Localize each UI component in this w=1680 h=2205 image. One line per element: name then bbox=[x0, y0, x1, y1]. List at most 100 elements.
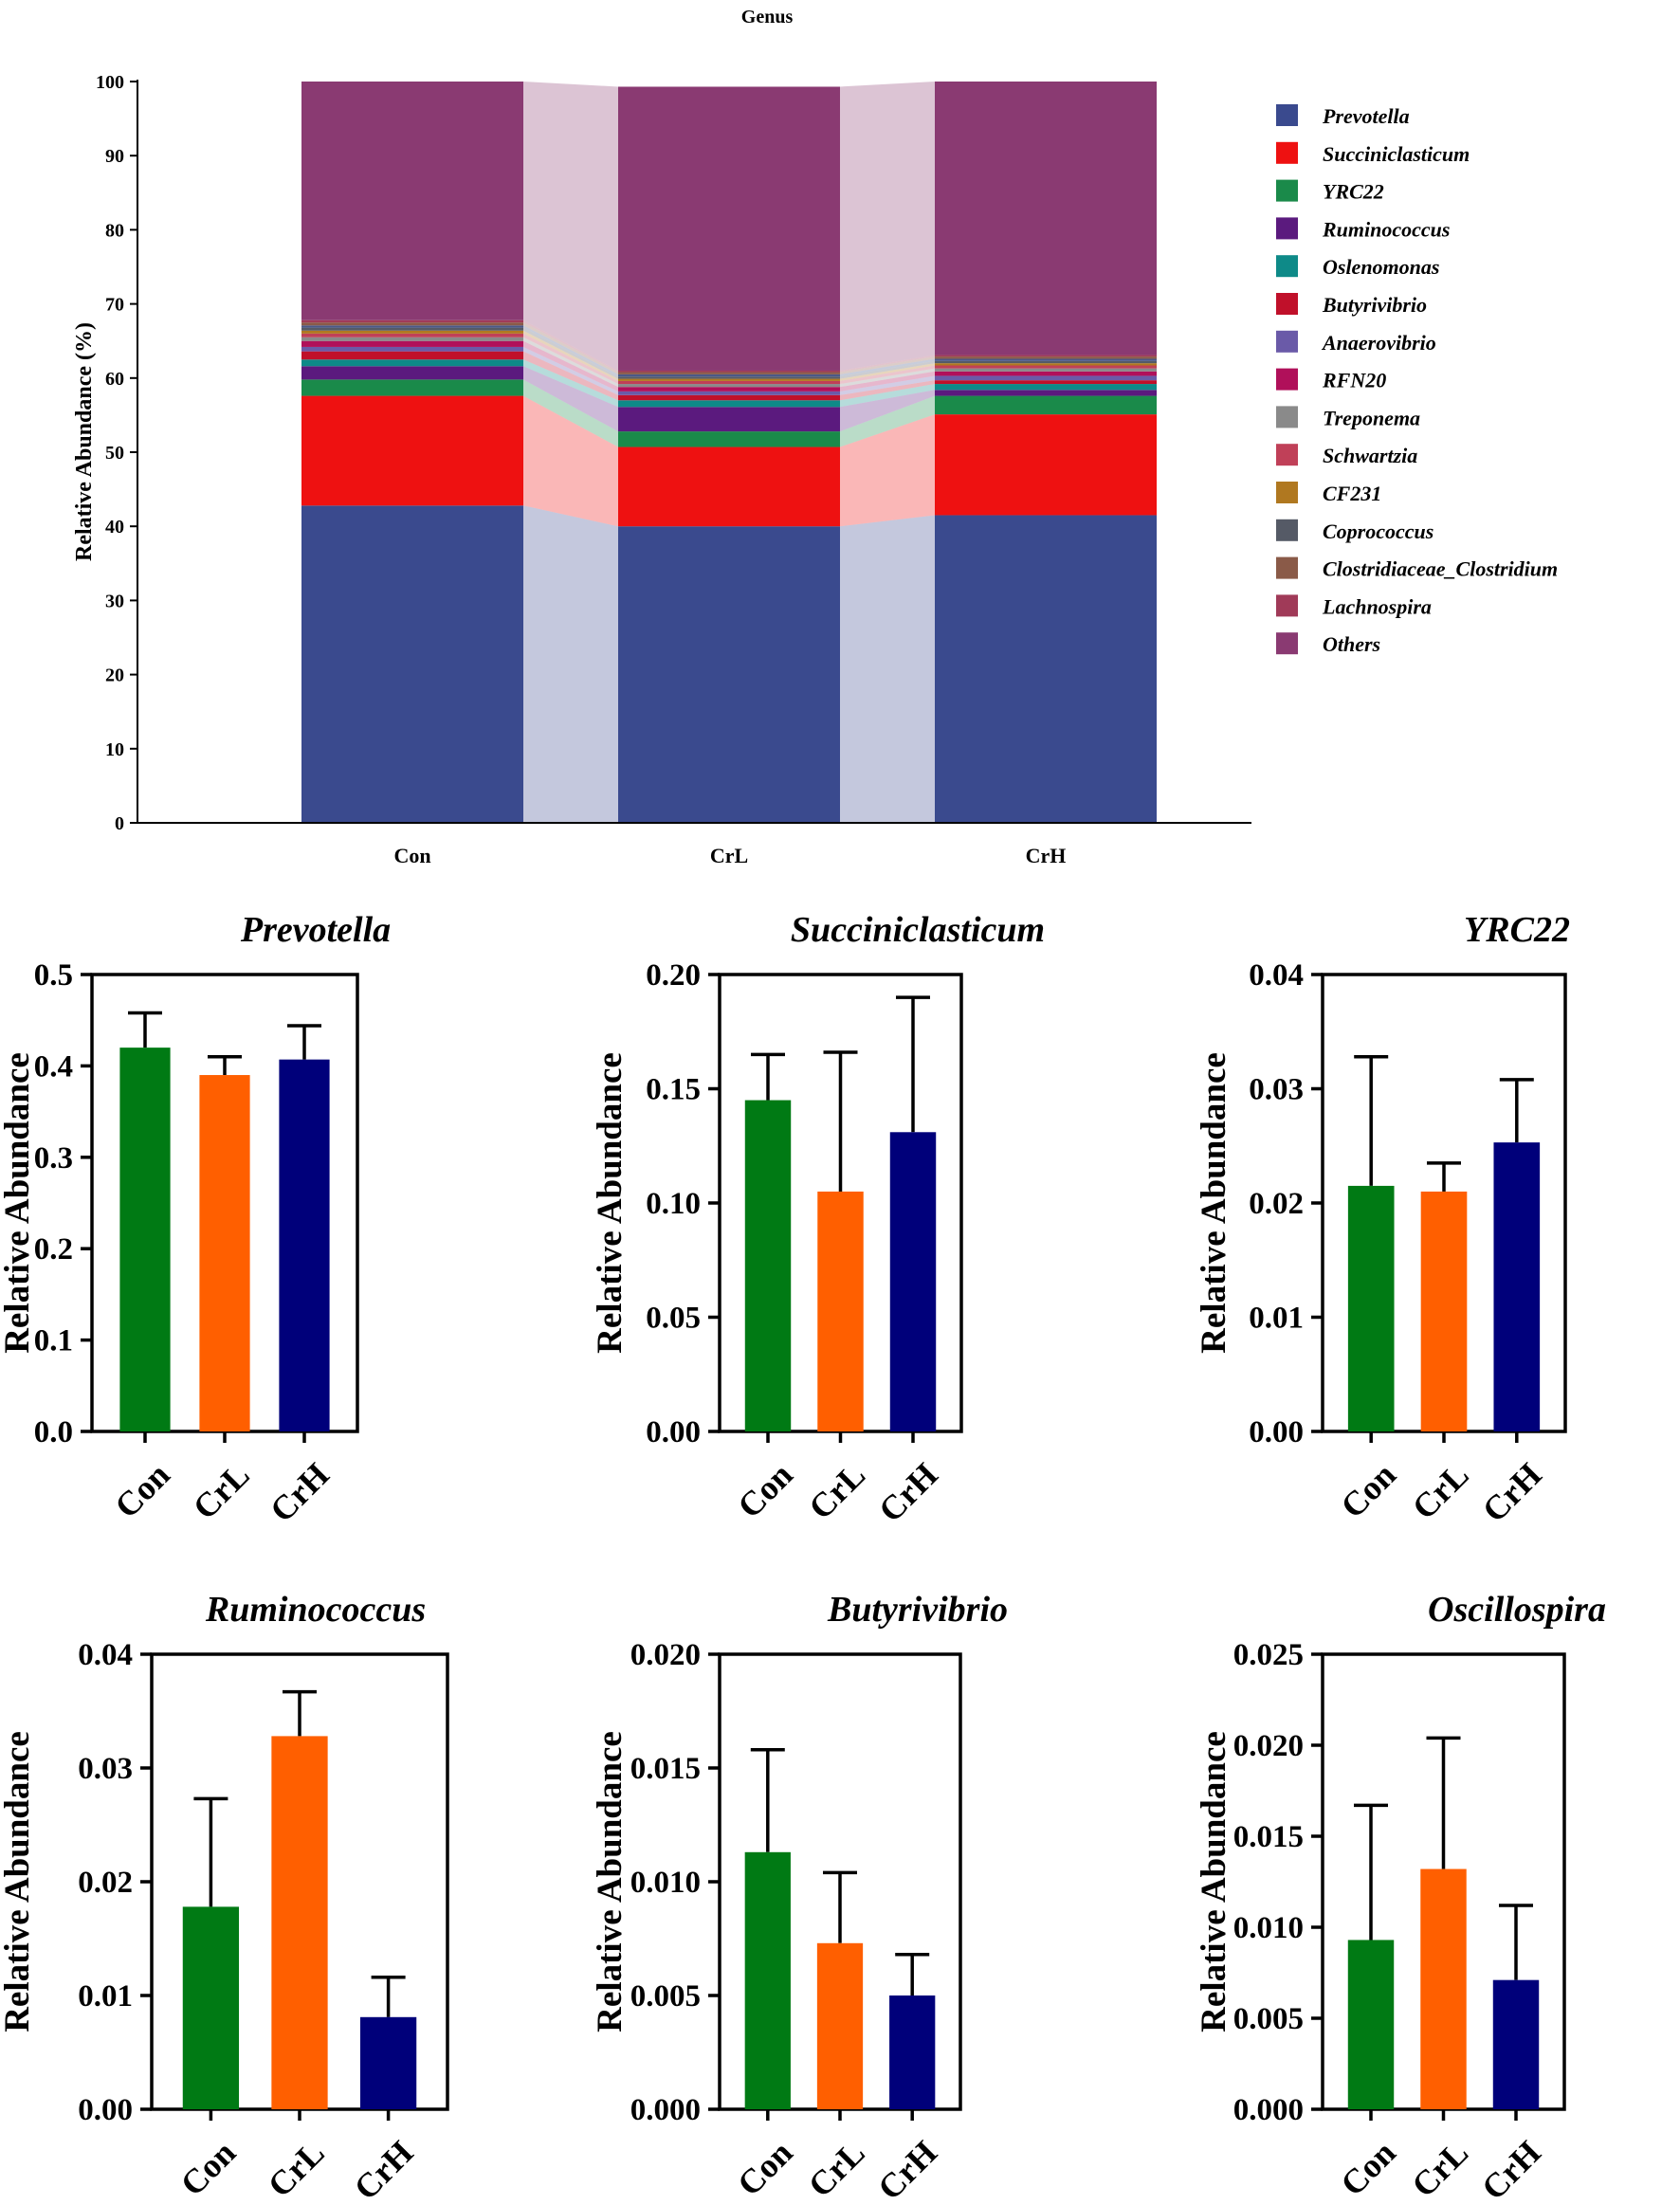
x-tick-label: CrH bbox=[1475, 1455, 1549, 1529]
y-tick-label: 0.03 bbox=[78, 1752, 133, 1786]
y-tick-label: 0.010 bbox=[630, 1866, 701, 1900]
y-tick-label: 0.02 bbox=[78, 1866, 133, 1900]
legend-label: Ruminococcus bbox=[1322, 217, 1450, 241]
y-tick-label: 0.00 bbox=[646, 1415, 701, 1449]
y-tick-label: 0.2 bbox=[34, 1232, 73, 1267]
legend-swatch bbox=[1276, 519, 1298, 541]
stack-segment bbox=[618, 446, 840, 527]
y-axis-label: Relative Abundance bbox=[1195, 1731, 1233, 2032]
legend-label: Oslenomonas bbox=[1323, 255, 1439, 279]
stack-segment bbox=[935, 356, 1157, 359]
legend-label: Clostridiaceae_Clostridium bbox=[1323, 557, 1558, 581]
bar bbox=[119, 1048, 171, 1431]
bar bbox=[889, 1995, 936, 2109]
stack-transition bbox=[523, 330, 618, 381]
stack-segment bbox=[301, 366, 523, 380]
legend-swatch bbox=[1276, 594, 1298, 617]
stack-segment bbox=[618, 400, 840, 408]
legend-label: Schwartzia bbox=[1323, 444, 1417, 467]
y-tick-label: 100 bbox=[96, 72, 124, 93]
y-tick-label: 0.01 bbox=[1249, 1302, 1304, 1336]
x-tick-label: Con bbox=[1333, 2133, 1403, 2203]
stack-transition bbox=[840, 360, 935, 379]
stack-segment bbox=[301, 327, 523, 331]
stack-segment bbox=[301, 340, 523, 347]
y-tick-label: 0.005 bbox=[630, 1979, 701, 2014]
stack-transition bbox=[523, 327, 618, 379]
bar bbox=[1420, 1868, 1467, 2109]
stack-segment bbox=[935, 371, 1157, 376]
stack-segment bbox=[935, 414, 1157, 516]
stack-transition bbox=[523, 366, 618, 432]
legend-label: Lachnospira bbox=[1322, 594, 1432, 618]
stack-segment bbox=[618, 380, 840, 385]
legend-label: Anaerovibrio bbox=[1321, 331, 1436, 355]
stack-segment bbox=[935, 395, 1157, 415]
bar bbox=[271, 1736, 328, 2109]
stack-transition bbox=[840, 375, 935, 395]
y-tick-label: 0.00 bbox=[1249, 1415, 1304, 1449]
stack-segment bbox=[618, 86, 840, 371]
x-tick-label: CrH bbox=[871, 1455, 945, 1529]
bar bbox=[279, 1059, 330, 1431]
legend-swatch bbox=[1276, 556, 1298, 579]
bar bbox=[744, 1851, 791, 2109]
y-tick-label: 10 bbox=[105, 739, 124, 760]
stack-transition bbox=[840, 368, 935, 388]
x-tick-label: Con bbox=[730, 2133, 800, 2203]
legend-label: RFN20 bbox=[1322, 369, 1386, 392]
x-tick-label: Con bbox=[173, 2133, 244, 2203]
stack-transition bbox=[523, 333, 618, 385]
x-tick-label: CrL bbox=[710, 844, 748, 867]
y-tick-label: 0 bbox=[115, 813, 124, 834]
stack-segment bbox=[618, 431, 840, 447]
y-tick-label: 0.20 bbox=[646, 958, 701, 993]
x-tick-label: CrL bbox=[186, 1455, 257, 1526]
stack-segment bbox=[301, 337, 523, 341]
x-tick-label: CrH bbox=[1474, 2133, 1548, 2205]
stack-transition bbox=[523, 346, 618, 395]
stack-transition bbox=[840, 358, 935, 377]
x-tick-label: CrL bbox=[1405, 1455, 1476, 1526]
y-axis-label: Relative Abundance bbox=[591, 1731, 630, 2032]
stack-transition bbox=[523, 351, 618, 401]
y-tick-label: 0.4 bbox=[34, 1049, 73, 1084]
stack-segment bbox=[301, 82, 523, 320]
bar bbox=[359, 2016, 417, 2109]
stack-transition bbox=[840, 365, 935, 385]
y-tick-label: 0.015 bbox=[630, 1752, 701, 1786]
stack-transition bbox=[840, 515, 935, 823]
x-tick-label: Con bbox=[393, 844, 430, 867]
stack-transition bbox=[523, 337, 618, 388]
stack-segment bbox=[618, 376, 840, 379]
stack-transition bbox=[840, 380, 935, 401]
x-tick-label: CrL bbox=[801, 1455, 872, 1526]
stack-segment bbox=[935, 368, 1157, 372]
x-tick-label: CrH bbox=[870, 2133, 944, 2205]
legend-swatch bbox=[1276, 406, 1298, 428]
x-tick-label: CrL bbox=[801, 2133, 872, 2204]
y-tick-label: 0.000 bbox=[1233, 2093, 1304, 2127]
y-tick-label: 0.05 bbox=[646, 1302, 701, 1336]
stack-segment bbox=[618, 391, 840, 395]
stack-segment bbox=[935, 355, 1157, 357]
y-tick-label: 0.04 bbox=[1249, 958, 1304, 993]
stack-segment bbox=[618, 384, 840, 388]
stack-segment bbox=[301, 333, 523, 337]
bar bbox=[816, 1942, 864, 2109]
legend-swatch bbox=[1276, 217, 1298, 240]
y-tick-label: 0.0 bbox=[34, 1415, 73, 1449]
stack-segment bbox=[935, 365, 1157, 369]
stack-segment bbox=[935, 380, 1157, 385]
stack-segment bbox=[301, 322, 523, 326]
y-tick-label: 0.020 bbox=[630, 1638, 701, 1672]
legend-label: Treponema bbox=[1323, 406, 1420, 429]
stack-segment bbox=[301, 359, 523, 367]
legend-swatch bbox=[1276, 141, 1298, 164]
stack-transition bbox=[523, 82, 618, 371]
stack-segment bbox=[301, 379, 523, 396]
legend-swatch bbox=[1276, 293, 1298, 315]
stack-segment bbox=[935, 390, 1157, 396]
y-tick-label: 0.02 bbox=[1249, 1187, 1304, 1221]
stack-segment bbox=[301, 330, 523, 334]
